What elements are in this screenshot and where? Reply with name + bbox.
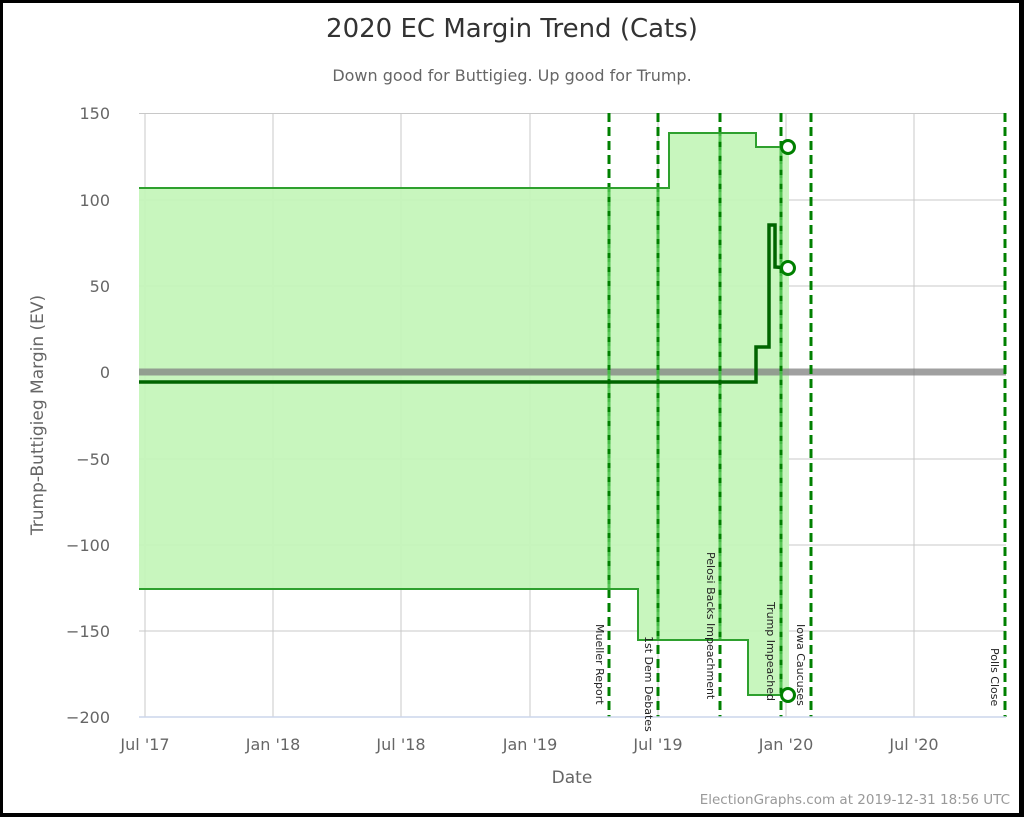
event-labels: Mueller Report 1st Dem Debates Pelosi Ba… <box>593 552 1001 732</box>
x-axis-title: Date <box>552 768 593 788</box>
range-band <box>139 133 789 695</box>
svg-text:50: 50 <box>90 277 110 296</box>
svg-text:−50: −50 <box>76 450 110 469</box>
upper-bound-line <box>139 132 789 189</box>
chart-subtitle: Down good for Buttigieg. Up good for Tru… <box>332 66 692 85</box>
event-label-trump-impeached: Trump Impeached <box>764 601 777 701</box>
chart-title: 2020 EC Margin Trend (Cats) <box>326 14 698 44</box>
event-label-mueller-report: Mueller Report <box>593 624 606 705</box>
upper-end-marker[interactable] <box>780 139 796 155</box>
svg-text:Jan '18: Jan '18 <box>245 735 301 754</box>
svg-text:0: 0 <box>100 363 110 382</box>
svg-text:Jul '19: Jul '19 <box>632 735 682 754</box>
event-label-polls-close: Polls Close <box>988 648 1001 707</box>
credit-footer[interactable]: ElectionGraphs.com at 2019-12-31 18:56 U… <box>699 792 1010 808</box>
svg-text:Jul '20: Jul '20 <box>888 735 938 754</box>
svg-text:Jan '19: Jan '19 <box>502 735 558 754</box>
event-label-1st-dem-debates: 1st Dem Debates <box>642 636 655 732</box>
lower-end-marker[interactable] <box>780 687 796 703</box>
svg-text:−200: −200 <box>66 708 110 727</box>
y-axis-title: Trump-Buttigieg Margin (EV) <box>28 295 48 536</box>
y-axis-labels: 150 100 50 0 −50 −100 −150 −200 <box>66 104 110 727</box>
expected-margin-line <box>139 223 790 384</box>
svg-text:100: 100 <box>79 191 110 210</box>
svg-text:−150: −150 <box>66 622 110 641</box>
svg-text:Jul '17: Jul '17 <box>119 735 169 754</box>
lower-bound-line <box>139 588 789 696</box>
x-axis-labels: Jul '17 Jan '18 Jul '18 Jan '19 Jul '19 … <box>119 735 938 754</box>
svg-text:−100: −100 <box>66 536 110 555</box>
svg-text:150: 150 <box>79 104 110 123</box>
event-label-pelosi-backs-impeachment: Pelosi Backs Impeachment <box>704 552 717 700</box>
svg-text:Jan '20: Jan '20 <box>758 735 814 754</box>
svg-text:Jul '18: Jul '18 <box>375 735 425 754</box>
event-label-iowa-caucuses: Iowa Caucuses <box>794 624 807 706</box>
expected-end-marker[interactable] <box>780 260 796 276</box>
